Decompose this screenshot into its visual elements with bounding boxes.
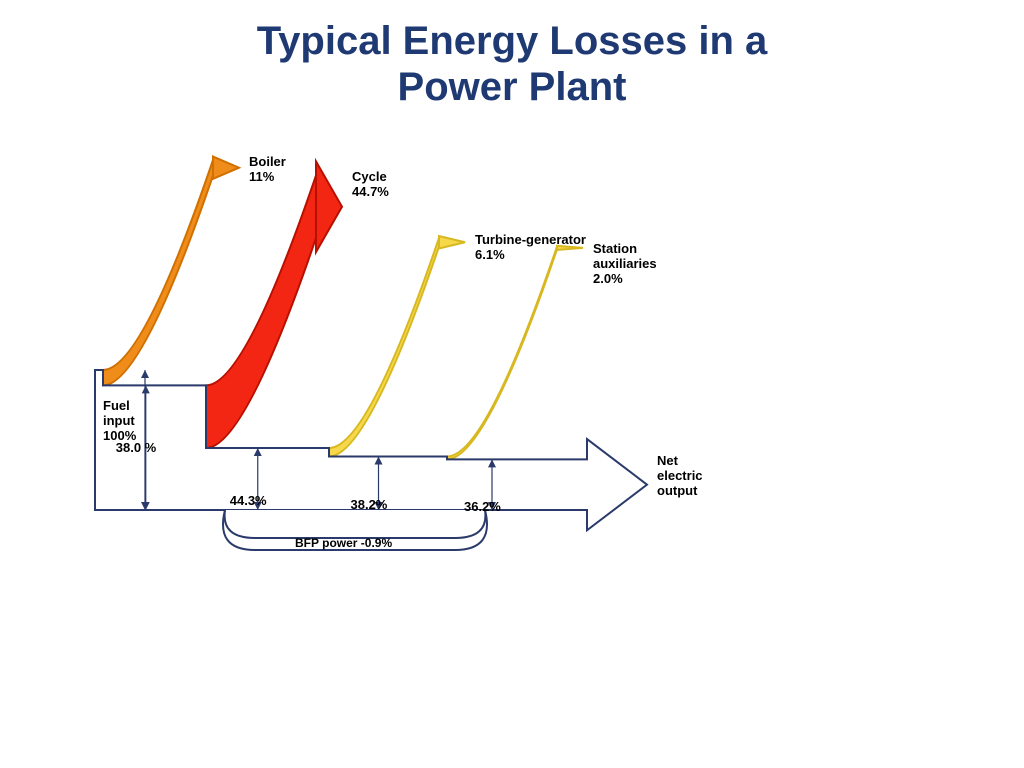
loss-arrowhead-cycle	[316, 161, 342, 252]
bfp-label: BFP power -0.9%	[295, 536, 392, 550]
loss-branch-turbine	[329, 238, 439, 457]
text: 6.1%	[475, 247, 505, 262]
flow-label-after-turbine: 38.2%	[351, 497, 388, 512]
text: electric	[657, 468, 703, 483]
loss-label-turbine: Turbine-generator 6.1%	[475, 232, 586, 262]
loss-arrowhead-boiler	[213, 157, 239, 179]
title-line-2: Power Plant	[398, 65, 627, 109]
flow-label-after-boiler: 38.0 %	[116, 440, 156, 455]
flow-label-after-cycle: 44.3%	[230, 493, 267, 508]
text: Net	[657, 453, 678, 468]
title-line-1: Typical Energy Losses in a	[257, 19, 768, 63]
page-title: Typical Energy Losses in a Power Plant	[0, 0, 1024, 110]
flow-label-after-station: 36.2%	[464, 499, 501, 514]
output-label: Net electric output	[657, 453, 703, 498]
text: 2.0%	[593, 271, 623, 286]
loss-branch-station	[447, 247, 557, 460]
input-label: Fuel input 100%	[103, 398, 136, 443]
loss-arrowhead-turbine	[439, 236, 465, 248]
loss-branch-cycle	[206, 175, 316, 448]
text: output	[657, 483, 697, 498]
loss-branch-boiler	[103, 160, 213, 385]
text: auxiliaries	[593, 256, 657, 271]
loss-label-cycle: Cycle 44.7%	[352, 169, 389, 199]
text: Boiler	[249, 154, 286, 169]
loss-label-boiler: Boiler 11%	[249, 154, 286, 184]
text: Turbine-generator	[475, 232, 586, 247]
sankey-diagram: Boiler 11% Cycle 44.7% Turbine-generator…	[0, 110, 1024, 710]
sankey-svg	[0, 110, 1024, 710]
text: Station	[593, 241, 637, 256]
text: 11%	[249, 169, 274, 184]
text: Fuel	[103, 398, 130, 413]
loss-label-station: Station auxiliaries 2.0%	[593, 241, 657, 286]
text: Cycle	[352, 169, 387, 184]
text: input	[103, 413, 135, 428]
text: 44.7%	[352, 184, 389, 199]
